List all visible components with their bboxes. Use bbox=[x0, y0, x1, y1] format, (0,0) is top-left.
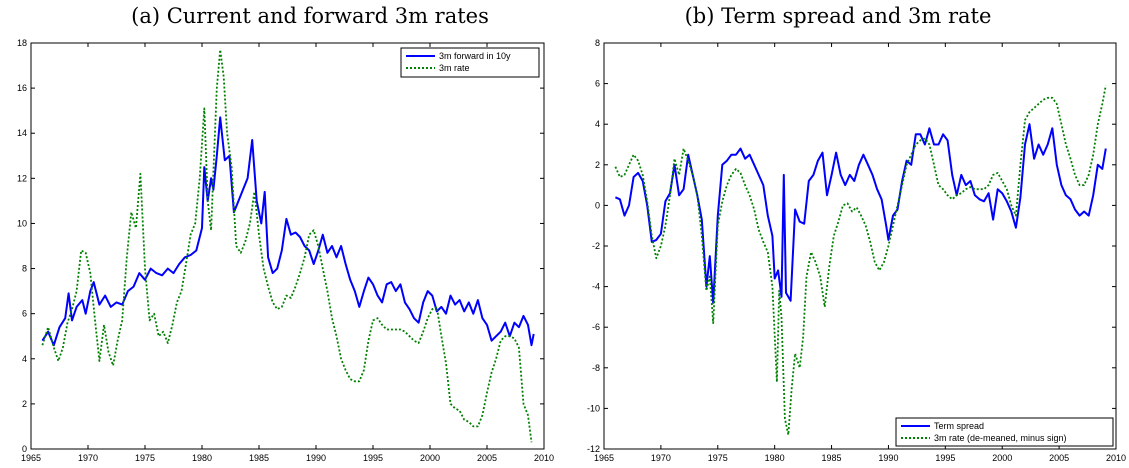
chart-a-xtick-label: 1975 bbox=[135, 453, 155, 463]
chart-a-xtick-label: 1985 bbox=[249, 453, 269, 463]
chart-a-legend-label: 3m forward in 10y bbox=[439, 51, 511, 61]
chart-b-ytick-label: -6 bbox=[592, 322, 600, 332]
chart-a-legend-label: 3m rate bbox=[439, 63, 470, 73]
chart-b-ytick-label: 8 bbox=[595, 38, 600, 48]
chart-a-xtick-label: 1995 bbox=[363, 453, 383, 463]
chart-a-xtick-label: 1990 bbox=[306, 453, 326, 463]
chart-b-ytick-label: -10 bbox=[587, 403, 600, 413]
chart-b-title: (b) Term spread and 3m rate bbox=[684, 4, 992, 28]
chart-b: 1965 1970 1975 1980 1985 1990 1995 2000 2005 2010… bbox=[587, 38, 1126, 463]
chart-b-xtick-label: 2010 bbox=[1106, 453, 1126, 463]
chart-b-legend-box bbox=[895, 417, 1114, 447]
chart-b-ytick-label: -4 bbox=[592, 282, 600, 292]
chart-a-ytick-label: 18 bbox=[17, 38, 27, 48]
chart-a-ytick-label: 4 bbox=[22, 354, 27, 364]
chart-b-ytick-label: 6 bbox=[595, 79, 600, 89]
chart-a-xtick-label: 2005 bbox=[477, 453, 497, 463]
chart-b-plot-frame bbox=[603, 42, 1117, 450]
chart-b-series-solid-line bbox=[614, 123, 1107, 304]
chart-b-xtick-label: 1965 bbox=[594, 453, 614, 463]
chart-b-ytick-label: 0 bbox=[595, 200, 600, 210]
chart-b-xtick-label: 2005 bbox=[1049, 453, 1069, 463]
chart-a-xtick-label: 1965 bbox=[21, 453, 41, 463]
chart-b-ytick-label: 4 bbox=[595, 119, 600, 129]
chart-b-ytick-label: -8 bbox=[592, 363, 600, 373]
chart-b-xtick-label: 1975 bbox=[708, 453, 728, 463]
chart-a: 1965 1970 1975 1980 1985 1990 1995 2000 2005 2010… bbox=[17, 38, 554, 463]
chart-b-xtick-label: 1970 bbox=[651, 453, 671, 463]
chart-b-xtick-label: 1980 bbox=[765, 453, 785, 463]
chart-b-legend-label: Term spread bbox=[934, 421, 984, 431]
chart-a-xtick-label: 1980 bbox=[192, 453, 212, 463]
chart-a-ytick-label: 14 bbox=[17, 128, 27, 138]
chart-a-ytick-label: 6 bbox=[22, 309, 27, 319]
chart-a-ytick-label: 16 bbox=[17, 83, 27, 93]
chart-a-ytick-label: 0 bbox=[22, 444, 27, 454]
chart-b-xtick-label: 1990 bbox=[878, 453, 898, 463]
chart-a-ytick-label: 8 bbox=[22, 264, 27, 274]
chart-a-xtick-label: 2000 bbox=[420, 453, 440, 463]
chart-b-xtick-label: 1995 bbox=[935, 453, 955, 463]
chart-a-ytick-label: 12 bbox=[17, 173, 27, 183]
chart-b-xtick-label: 2000 bbox=[992, 453, 1012, 463]
chart-a-title: (a) Current and forward 3m rates bbox=[131, 4, 489, 28]
chart-a-ytick-label: 10 bbox=[17, 218, 27, 228]
chart-a-series-solid-line bbox=[41, 116, 535, 347]
chart-b-ytick-label: 2 bbox=[595, 160, 600, 170]
chart-a-ytick-label: 2 bbox=[22, 399, 27, 409]
chart-b-ytick-label: -12 bbox=[587, 444, 600, 454]
chart-a-legend-box bbox=[400, 47, 540, 78]
chart-b-series-dotted-line bbox=[614, 85, 1107, 436]
chart-a-plot-frame bbox=[30, 42, 545, 450]
chart-a-xtick-label: 2010 bbox=[534, 453, 554, 463]
chart-b-xtick-label: 1985 bbox=[822, 453, 842, 463]
chart-a-series-dotted-line bbox=[41, 48, 533, 443]
chart-b-legend-label: 3m rate (de-meaned, minus sign) bbox=[934, 433, 1067, 443]
chart-b-ytick-label: -2 bbox=[592, 241, 600, 251]
chart-a-xtick-label: 1970 bbox=[78, 453, 98, 463]
